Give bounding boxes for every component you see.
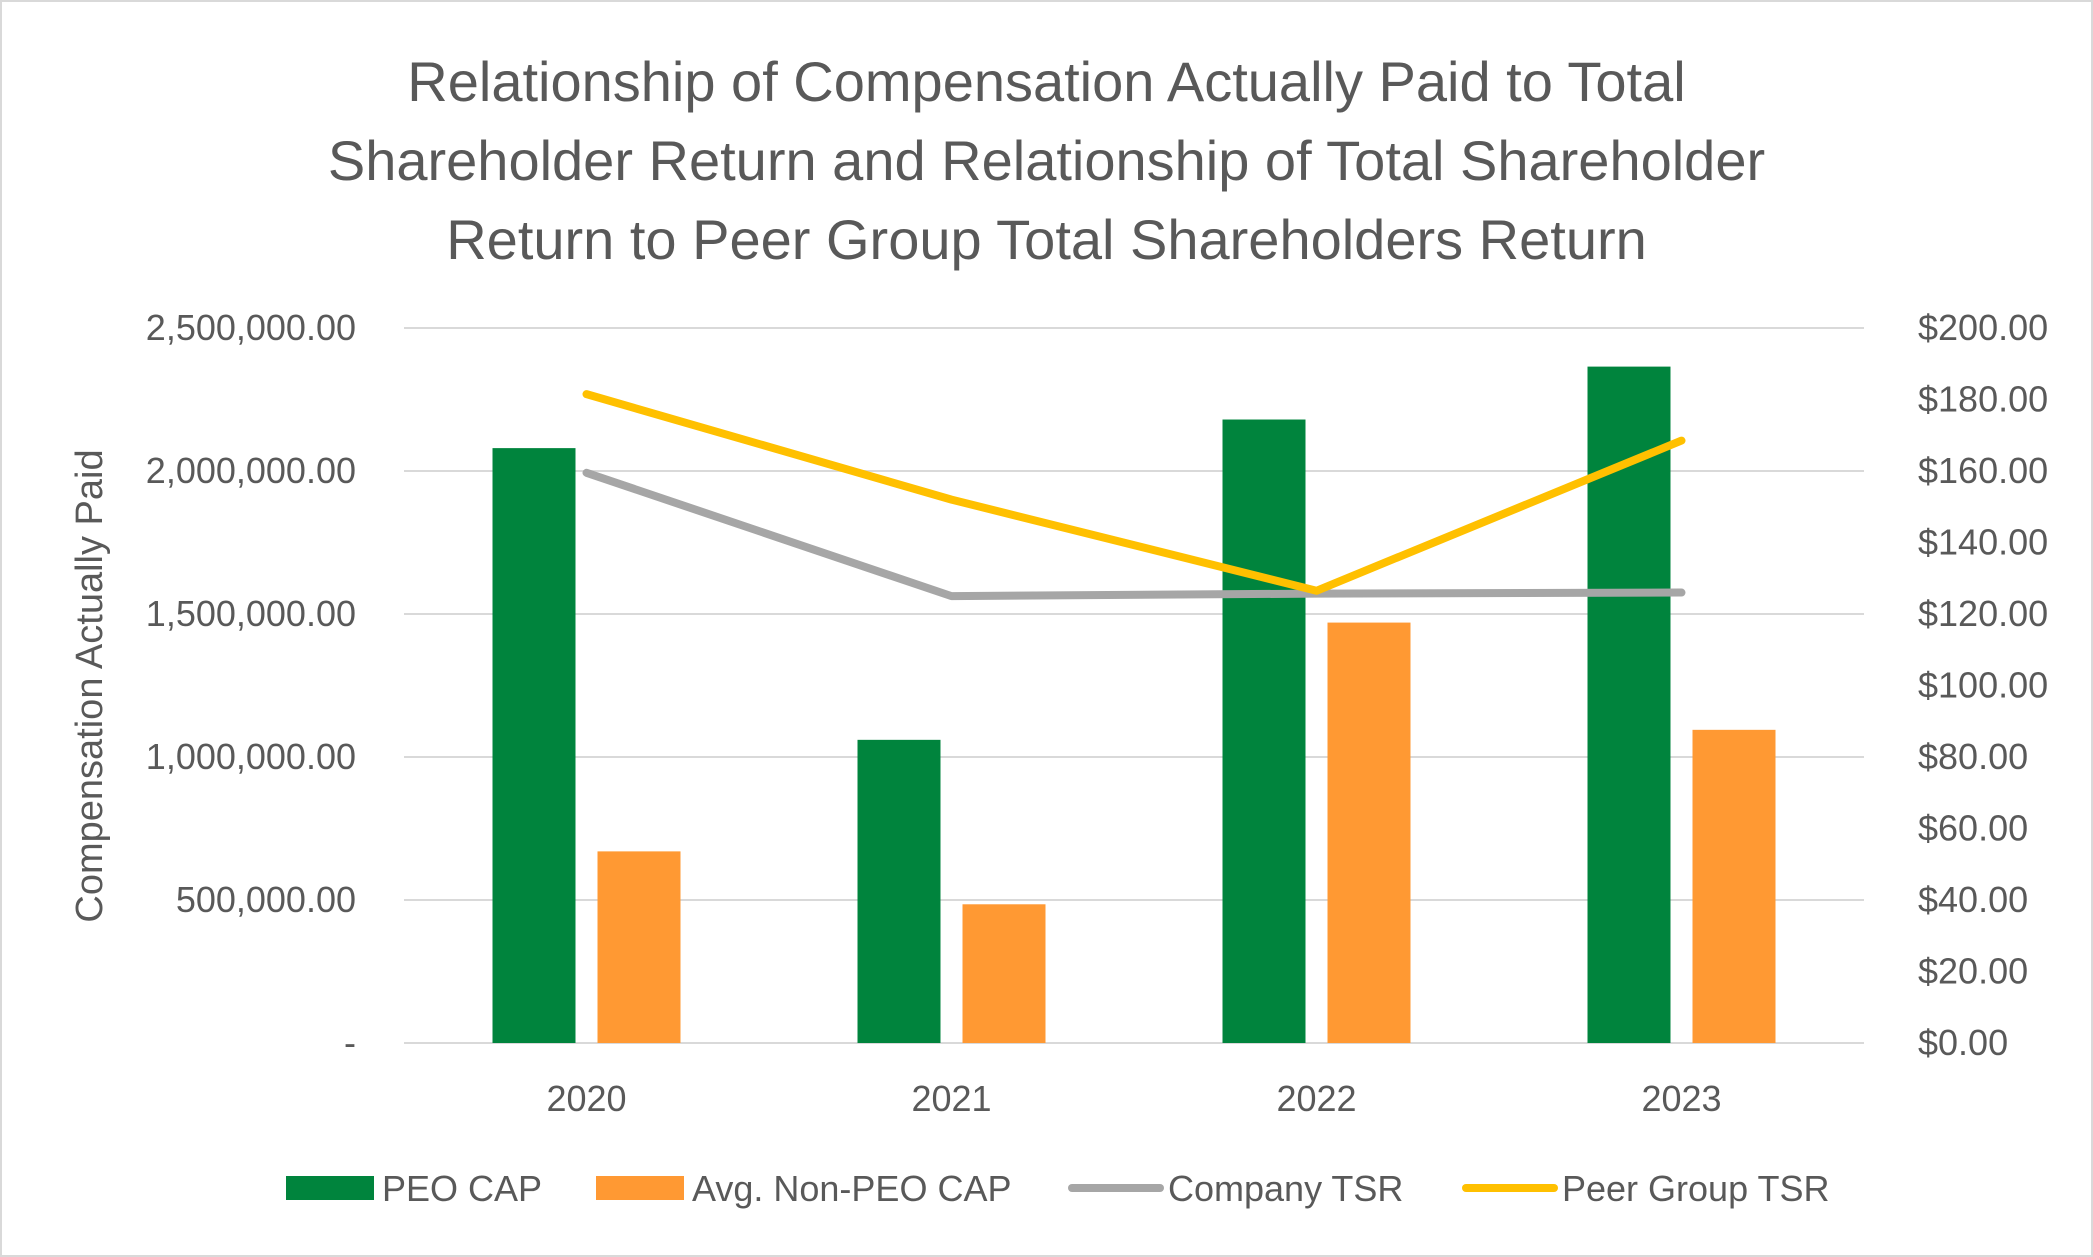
y-axis-title: Compensation Actually Paid [69, 449, 111, 922]
x-tick-label: 2023 [1641, 1078, 1721, 1119]
y2-tick-label: $0.00 [1918, 1022, 2008, 1063]
y2-tick-label: $180.00 [1918, 379, 2048, 420]
y2-tick-label: $200.00 [1918, 307, 2048, 348]
x-tick-label: 2021 [911, 1078, 991, 1119]
line-layer [582, 390, 1686, 601]
legend-swatch [596, 1176, 684, 1200]
x-tick-label: 2020 [546, 1078, 626, 1119]
y2-tick-label: $80.00 [1918, 736, 2028, 777]
bar [492, 448, 576, 1043]
bar [1692, 729, 1776, 1043]
y-tick-label: 500,000.00 [176, 879, 356, 920]
series-line [582, 390, 1686, 595]
axis-labels: - 500,000.00 1,000,000.00 1,500,000.00 2,000… [146, 307, 2048, 1119]
legend: PEO CAP Avg. Non-PEO CAP Company TSR Peer G… [286, 1168, 1829, 1209]
y-tick-label: 2,500,000.00 [146, 307, 356, 348]
bar [857, 739, 941, 1043]
y-tick-label: 1,500,000.00 [146, 593, 356, 634]
bar [962, 904, 1046, 1043]
y-tick-label: 1,000,000.00 [146, 736, 356, 777]
y2-tick-label: $40.00 [1918, 879, 2028, 920]
series-line [582, 468, 1686, 601]
bar [1587, 366, 1671, 1043]
x-tick-label: 2022 [1276, 1078, 1356, 1119]
legend-label: Avg. Non-PEO CAP [692, 1168, 1011, 1209]
y2-tick-label: $20.00 [1918, 951, 2028, 992]
chart-title: Relationship of Compensation Actually Pa… [327, 50, 1766, 271]
legend-swatch [286, 1176, 374, 1200]
legend-label: Peer Group TSR [1562, 1168, 1829, 1209]
legend-label: Company TSR [1168, 1168, 1403, 1209]
bar [1327, 622, 1411, 1043]
y-tick-label: 2,000,000.00 [146, 450, 356, 491]
bar-layer [492, 366, 1776, 1043]
y2-tick-label: $100.00 [1918, 665, 2048, 706]
y2-tick-label: $60.00 [1918, 808, 2028, 849]
y2-tick-label: $120.00 [1918, 593, 2048, 634]
y2-tick-label: $160.00 [1918, 450, 2048, 491]
bar [597, 851, 681, 1043]
y2-tick-label: $140.00 [1918, 522, 2048, 563]
bar [1222, 419, 1306, 1043]
legend-label: PEO CAP [382, 1168, 542, 1209]
y-tick-label: - [344, 1022, 356, 1063]
